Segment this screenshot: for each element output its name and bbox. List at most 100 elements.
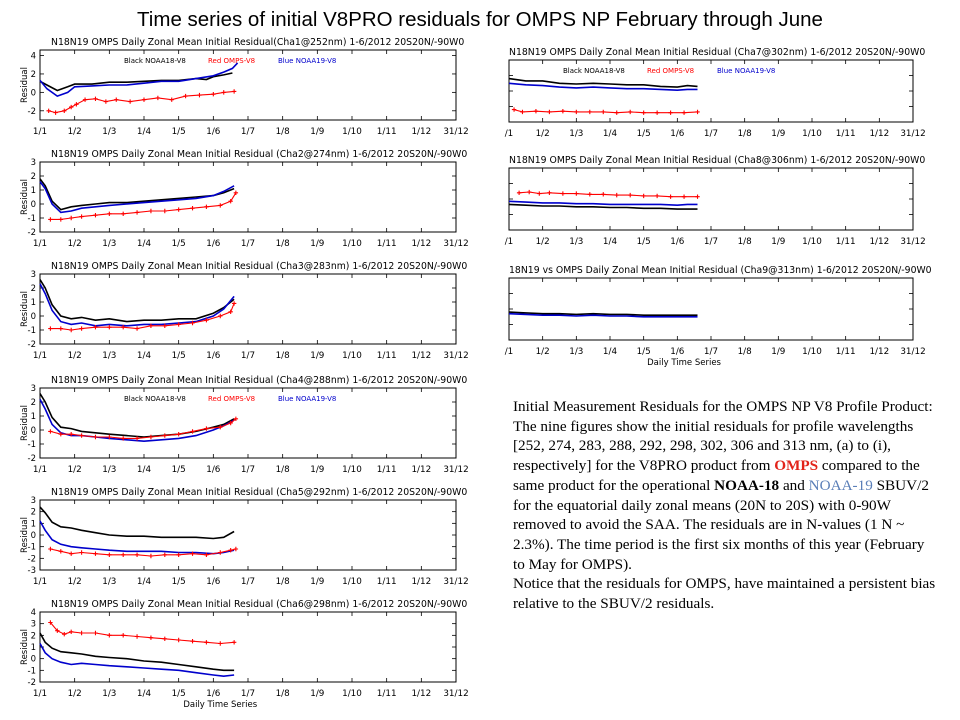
x-tick-label: 1/7 bbox=[704, 129, 718, 139]
x-tick-label: 1/2 bbox=[68, 465, 82, 475]
y-tick-label: 0 bbox=[31, 312, 36, 322]
x-tick-label: 1/2 bbox=[68, 239, 82, 249]
x-tick-label: 1/9 bbox=[310, 239, 324, 249]
series-line-blue bbox=[508, 200, 698, 207]
y-tick-label: 2 bbox=[31, 398, 36, 408]
chart-svg-c: N18N19 OMPS Daily Zonal Mean Initial Res… bbox=[20, 261, 469, 361]
data-point-red bbox=[574, 191, 579, 196]
data-point-red bbox=[695, 109, 700, 115]
data-point-red bbox=[231, 89, 237, 94]
x-tick-label: 1/1 bbox=[33, 689, 47, 699]
x-tick-label: 1/10 bbox=[342, 689, 362, 699]
data-point-red bbox=[93, 551, 98, 556]
data-point-red bbox=[190, 206, 195, 211]
chart-svg-a: N18N19 OMPS Daily Zonal Mean Initial Res… bbox=[20, 37, 469, 137]
x-tick-label: 1/6 bbox=[206, 577, 221, 587]
x-tick-label: 1/7 bbox=[241, 127, 255, 137]
plot-frame bbox=[39, 611, 457, 683]
data-point-red bbox=[162, 208, 167, 214]
x-tick-label: 1/1 bbox=[33, 351, 47, 361]
x-tick-label: 1/8 bbox=[738, 129, 752, 139]
data-point-red bbox=[211, 92, 216, 97]
data-point-red bbox=[79, 433, 84, 438]
data-point-red bbox=[233, 546, 239, 552]
x-tick-label: 1/8 bbox=[276, 239, 290, 249]
x-tick-label: 1/9 bbox=[310, 689, 324, 699]
x-tick-label: 1/9 bbox=[310, 351, 324, 361]
chart-panel-e: N18N19 OMPS Daily Zonal Mean Initial Res… bbox=[4, 484, 474, 596]
caption-part: and bbox=[779, 476, 809, 494]
plot-frame bbox=[508, 167, 914, 231]
x-tick-label: 1/7 bbox=[241, 351, 255, 361]
x-tick-label: 1/11 bbox=[377, 127, 397, 137]
chart-svg-i: 18N19 vs OMPS Daily Zonal Mean Initial R… bbox=[505, 265, 932, 368]
chart-panel-d: N18N19 OMPS Daily Zonal Mean Initial Res… bbox=[4, 372, 474, 484]
data-point-red bbox=[231, 640, 237, 645]
data-point-red bbox=[53, 110, 58, 115]
x-tick-label: 1/9 bbox=[310, 577, 324, 587]
chart-panel-c: N18N19 OMPS Daily Zonal Mean Initial Res… bbox=[4, 258, 474, 370]
data-point-red bbox=[221, 90, 226, 95]
data-point-red bbox=[134, 326, 140, 331]
x-tick-label: 1/4 bbox=[603, 129, 618, 139]
x-tick-label: 1/2 bbox=[536, 347, 550, 357]
x-tick-label: 1/12 bbox=[411, 239, 431, 249]
data-point-red bbox=[48, 620, 53, 625]
caption-note: Notice that the residuals for OMPS, have… bbox=[513, 575, 936, 613]
x-tick-label: 1/5 bbox=[172, 127, 186, 137]
x-tick-label: 1/4 bbox=[137, 465, 152, 475]
caption-noaa19: NOAA-19 bbox=[808, 476, 873, 494]
data-point-red bbox=[69, 327, 74, 333]
data-point-red bbox=[121, 211, 126, 216]
chart-svg-d: N18N19 OMPS Daily Zonal Mean Initial Res… bbox=[20, 375, 469, 475]
y-tick-label: 2 bbox=[31, 508, 36, 518]
series-line-blue bbox=[39, 283, 235, 327]
data-point-red bbox=[628, 192, 633, 198]
data-point-red bbox=[176, 322, 181, 327]
chart-panel-g: N18N19 OMPS Daily Zonal Mean Initial Res… bbox=[483, 44, 933, 152]
x-tick-label: 1/9 bbox=[771, 237, 785, 247]
plot-frame bbox=[508, 277, 914, 341]
x-tick-label: 31/12 bbox=[443, 127, 468, 137]
y-tick-label: 3 bbox=[31, 270, 36, 280]
data-point-red bbox=[107, 552, 112, 558]
chart-svg-h: N18N19 OMPS Daily Zonal Mean Initial Res… bbox=[505, 155, 926, 247]
series-line-blue bbox=[508, 312, 698, 318]
x-tick-label: 31/12 bbox=[443, 239, 468, 249]
data-point-red bbox=[93, 213, 98, 218]
data-point-red bbox=[176, 432, 181, 437]
data-point-red bbox=[231, 301, 237, 306]
series-line-black bbox=[39, 72, 233, 92]
data-point-red bbox=[233, 190, 239, 195]
y-tick-label: 3 bbox=[31, 496, 36, 506]
data-point-red bbox=[587, 192, 592, 197]
data-point-red bbox=[162, 323, 167, 328]
y-tick-label: -2 bbox=[28, 228, 36, 238]
data-point-red bbox=[134, 552, 140, 558]
x-tick-label: 1/2 bbox=[68, 127, 82, 137]
data-point-red bbox=[148, 323, 154, 328]
data-point-red bbox=[218, 313, 223, 319]
x-tick-label: 1/2 bbox=[536, 129, 550, 139]
data-point-red bbox=[69, 215, 74, 221]
x-tick-label: 1/7 bbox=[241, 465, 255, 475]
y-tick-label: -2 bbox=[28, 454, 36, 464]
data-point-red bbox=[107, 434, 112, 440]
data-point-red bbox=[48, 546, 53, 552]
x-tick-label: 1/7 bbox=[704, 237, 718, 247]
data-point-red bbox=[69, 104, 74, 110]
plot-frame bbox=[39, 161, 457, 233]
x-tick-label: 1/10 bbox=[802, 129, 822, 139]
data-point-red bbox=[82, 97, 88, 102]
chart-title: N18N19 OMPS Daily Zonal Mean Initial Res… bbox=[509, 47, 925, 58]
y-tick-label: 0 bbox=[31, 426, 36, 436]
x-tick-label: 1/5 bbox=[172, 239, 186, 249]
x-tick-label: 1/11 bbox=[377, 689, 397, 699]
data-point-red bbox=[641, 193, 646, 199]
data-point-red bbox=[93, 325, 98, 330]
chart-title: N18N19 OMPS Daily Zonal Mean Initial Res… bbox=[51, 37, 464, 48]
x-tick-label: 1/12 bbox=[411, 127, 431, 137]
series-line-black bbox=[39, 506, 235, 540]
data-point-red bbox=[58, 217, 63, 222]
data-point-red bbox=[58, 549, 63, 554]
